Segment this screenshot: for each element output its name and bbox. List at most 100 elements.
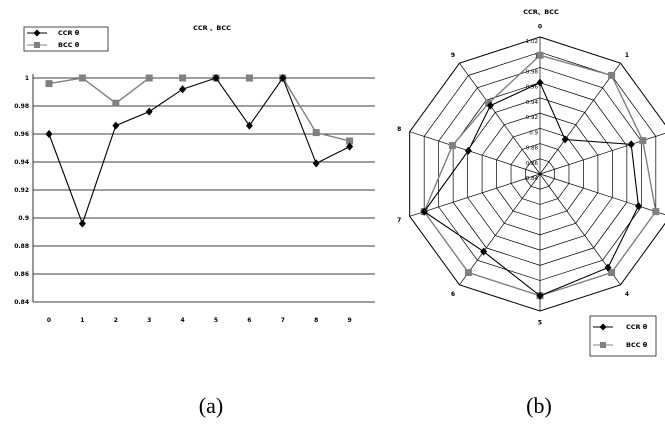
line-chart-y-tick: 0.86: [14, 271, 29, 278]
radar-chart-grid: [409, 36, 665, 312]
data-point: [212, 74, 220, 82]
line-chart-x-tick: 2: [114, 317, 118, 324]
radar-chart-title: CCR、BCC: [523, 8, 559, 16]
radar-r-tick: 0.86: [526, 161, 539, 167]
radar-data-point: [536, 51, 544, 59]
caption-b: (b): [526, 393, 552, 418]
radar-data-point: [448, 142, 456, 150]
radar-data-point: [652, 208, 660, 216]
radar-spoke: [409, 173, 541, 217]
data-point: [112, 121, 120, 130]
radar-chart-r-ticks: 1.02 1 0.98 0.96 0.94 0.92 0.9 0.88 0.86 0.84: [526, 39, 539, 182]
radar-chart-legend: [589, 315, 657, 357]
radar-spoke: [409, 131, 541, 175]
radar-data-point: [464, 146, 472, 155]
line-chart-y-tick: 0.88: [14, 243, 29, 250]
radar-category-label: 5: [538, 320, 542, 327]
line-chart-x-tick: 7: [281, 317, 285, 324]
line-chart-x-tick: 3: [147, 317, 151, 324]
line-chart: CCR θ BCC θ CCR 、BCC 1 0.98 0.96 0.9 4 0.92 0.…: [14, 24, 375, 324]
legend-bcc-label: BCC θ: [58, 41, 80, 49]
data-point: [112, 99, 120, 107]
radar-data-point: [464, 269, 472, 277]
radar-r-tick: 1.02: [526, 39, 538, 45]
radar-r-tick: 0.88: [526, 146, 539, 152]
data-point: [78, 74, 86, 82]
radar-category-label: 7: [397, 217, 401, 224]
legend-ccr-marker: [33, 29, 41, 37]
radar-data-point: [604, 263, 612, 272]
radar-spoke: [459, 173, 541, 286]
radar-r-tick: 0.94: [526, 100, 539, 106]
radar-category-label: 1: [625, 52, 629, 59]
line-chart-x-tick: 9: [348, 317, 352, 324]
line-chart-x-tick: 8: [314, 317, 318, 324]
radar-spoke: [539, 173, 665, 215]
radar-data-point: [627, 140, 635, 149]
line-chart-y-tick: 0.84: [14, 299, 29, 306]
radar-r-tick: 1: [535, 54, 539, 60]
data-point: [346, 137, 354, 145]
data-point: [279, 74, 287, 82]
radar-legend-bcc-marker: [600, 342, 606, 348]
caption-a: (a): [199, 393, 223, 418]
radar-spoke: [539, 133, 665, 175]
radar-legend-bcc-label: BCC θ: [626, 341, 648, 349]
data-point: [245, 74, 253, 82]
legend-bcc-marker: [34, 42, 40, 48]
line-chart-grid: [32, 74, 375, 303]
data-point: [312, 159, 320, 168]
line-chart-y-ticks: 1 0.98 0.96 0.94 0.92 0.9 0.88 0.86 0.84: [14, 75, 29, 306]
radar-data-point: [608, 269, 616, 277]
radar-data-point: [561, 135, 569, 144]
line-chart-title: CCR 、BCC: [193, 24, 231, 32]
radar-series-ccr: [420, 78, 642, 300]
data-point: [179, 74, 187, 82]
radar-category-label: 0: [538, 24, 542, 31]
line-chart-x-tick: 4: [181, 317, 185, 324]
data-point: [45, 130, 53, 138]
data-point: [45, 80, 53, 88]
radar-data-point: [536, 78, 544, 87]
radar-r-tick: 0.98: [526, 69, 539, 75]
line-chart-x-ticks: 0 1 2 3 4 5 6 7 8 9: [47, 317, 352, 324]
radar-category-label: 6: [451, 291, 455, 298]
line-chart-x-tick: 0: [47, 317, 51, 324]
data-point: [346, 142, 354, 151]
radar-chart-series: [420, 51, 660, 300]
data-point: [78, 219, 86, 228]
line-chart-y-tick: 0.9: [18, 215, 29, 222]
radar-category-label: 4: [625, 291, 629, 298]
line-chart-x-tick: 6: [247, 317, 251, 324]
data-point: [179, 85, 187, 94]
data-point: [245, 121, 253, 130]
radar-data-point: [639, 137, 647, 145]
radar-r-tick: 0.92: [526, 115, 538, 121]
data-point: [145, 107, 153, 116]
line-chart-y-tick: 0.98: [14, 103, 29, 110]
radar-category-label: 9: [451, 52, 455, 59]
radar-data-point: [485, 99, 493, 107]
radar-data-point: [486, 101, 494, 110]
radar-data-point: [480, 247, 488, 256]
radar-data-point: [536, 291, 544, 300]
radar-data-point: [608, 71, 616, 79]
radar-r-tick: 0.9: [529, 130, 538, 136]
radar-category-label: 8: [397, 126, 401, 133]
line-series-ccr: [45, 74, 354, 228]
line-chart-x-tick: 5: [214, 317, 218, 324]
legend-ccr-label: CCR θ: [58, 29, 80, 37]
series-line: [48, 76, 350, 226]
line-chart-series: [45, 74, 354, 228]
radar-data-point: [634, 201, 642, 210]
line-chart-x-tick: 1: [80, 317, 84, 324]
radar-legend-ccr-label: CCR θ: [626, 323, 648, 331]
data-point: [145, 74, 153, 82]
radar-r-tick: 0.84: [526, 176, 539, 182]
line-chart-y-tick: 0.96: [14, 131, 29, 138]
radar-legend-ccr-marker: [599, 323, 607, 331]
data-point: [312, 129, 320, 137]
line-chart-y-tick: 0.92: [14, 187, 29, 194]
